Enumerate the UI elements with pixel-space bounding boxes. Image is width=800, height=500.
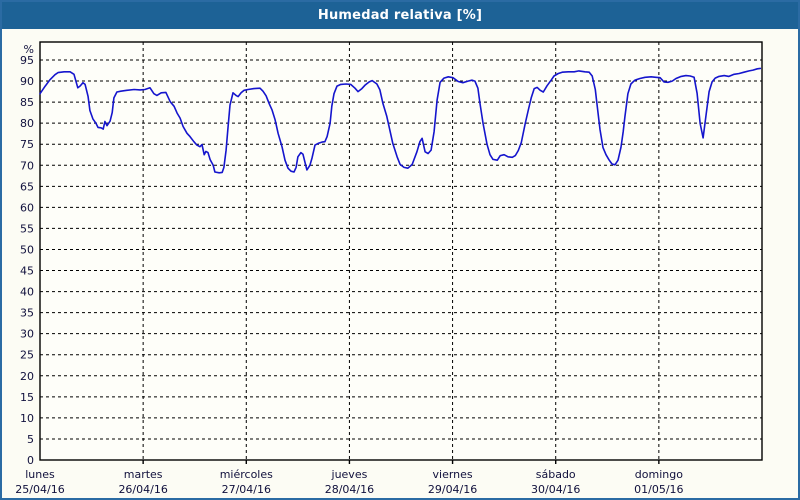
x-axis-day-label: jueves: [331, 468, 368, 481]
x-axis-date-label: 28/04/16: [325, 483, 374, 496]
chart-title-bar: Humedad relativa [%]: [2, 2, 798, 29]
y-axis-tick-label: 90: [20, 75, 34, 88]
y-axis-tick-label: 25: [20, 349, 34, 362]
y-axis-tick-label: 15: [20, 391, 34, 404]
y-axis-tick-label: 95: [20, 54, 34, 67]
x-axis-date-label: 30/04/16: [531, 483, 580, 496]
y-axis-tick-label: 75: [20, 138, 34, 151]
x-axis-date-label: 27/04/16: [222, 483, 271, 496]
x-axis-day-label: lunes: [25, 468, 55, 481]
y-axis-tick-label: 65: [20, 180, 34, 193]
x-axis-date-label: 01/05/16: [634, 483, 683, 496]
y-axis-tick-label: 55: [20, 222, 34, 235]
y-axis-unit-label: %: [24, 43, 34, 56]
x-axis-date-label: 25/04/16: [15, 483, 64, 496]
x-axis-day-label: sábado: [536, 468, 576, 481]
x-axis-day-label: viernes: [433, 468, 473, 481]
y-axis-tick-label: 20: [20, 370, 34, 383]
y-axis-tick-label: 10: [20, 412, 34, 425]
x-axis-date-label: 26/04/16: [118, 483, 167, 496]
y-axis-tick-label: 45: [20, 265, 34, 278]
y-axis-tick-label: 5: [27, 433, 34, 446]
plot-area: [39, 41, 763, 461]
y-axis-tick-label: 30: [20, 328, 34, 341]
y-axis-tick-label: 40: [20, 286, 34, 299]
x-axis-day-label: domingo: [635, 468, 683, 481]
x-axis-date-label: 29/04/16: [428, 483, 477, 496]
y-axis-tick-label: 85: [20, 96, 34, 109]
y-axis-tick-label: 70: [20, 159, 34, 172]
x-axis-day-label: miércoles: [220, 468, 273, 481]
y-axis-tick-label: 80: [20, 117, 34, 130]
y-axis-tick-label: 35: [20, 307, 34, 320]
y-axis-tick-label: 50: [20, 243, 34, 256]
x-axis-day-label: martes: [124, 468, 163, 481]
y-axis-tick-label: 0: [27, 454, 34, 467]
chart-title: Humedad relativa [%]: [317, 8, 483, 23]
y-axis-tick-label: 60: [20, 201, 34, 214]
humidity-series-line: [39, 67, 762, 174]
